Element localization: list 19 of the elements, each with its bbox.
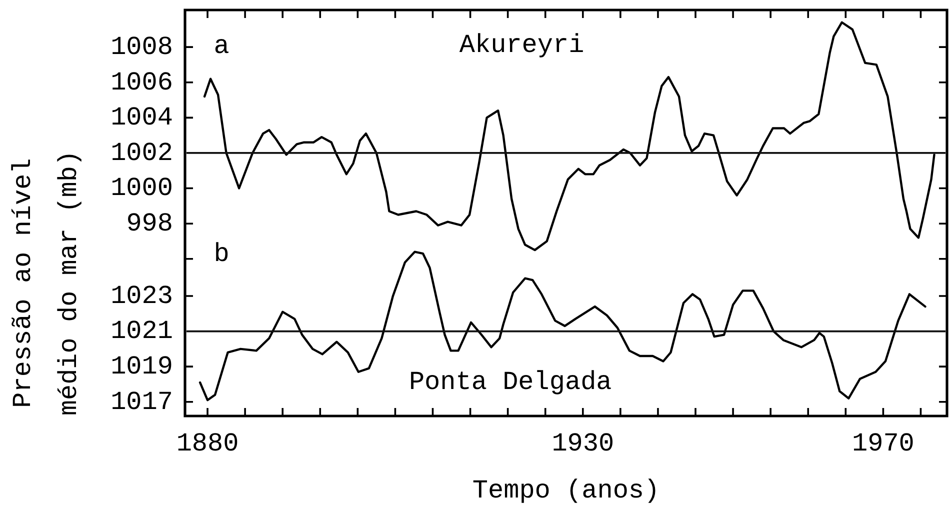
x-axis-title: Tempo (anos)	[472, 475, 660, 506]
x-tick-label: 1930	[552, 428, 614, 458]
y-tick-label: 998	[126, 208, 173, 238]
y2-axis-title: Pressão ao nível médio do mar (mb)	[8, 150, 84, 416]
x-tick-label: 1970	[852, 428, 914, 458]
y-tick-label: 1000	[110, 173, 173, 204]
y2-tick-label: 1023	[110, 280, 173, 311]
y-tick-label: 1008	[110, 32, 173, 62]
x-tick-label: 1880	[176, 428, 239, 458]
y-tick-label: 1004	[110, 102, 173, 133]
ref-line-label: 1002	[110, 138, 173, 168]
y2-tick-label: 1019	[110, 351, 173, 382]
annotation: a	[214, 31, 230, 62]
y2-tick-label: 1017	[110, 386, 173, 417]
series-label: Ponta Delgada	[408, 366, 612, 397]
ref-line-label: 1021	[110, 316, 173, 346]
legend-label: Akureyri	[459, 30, 584, 60]
y-tick-label: 1006	[110, 67, 173, 98]
annotation: b	[214, 238, 230, 269]
